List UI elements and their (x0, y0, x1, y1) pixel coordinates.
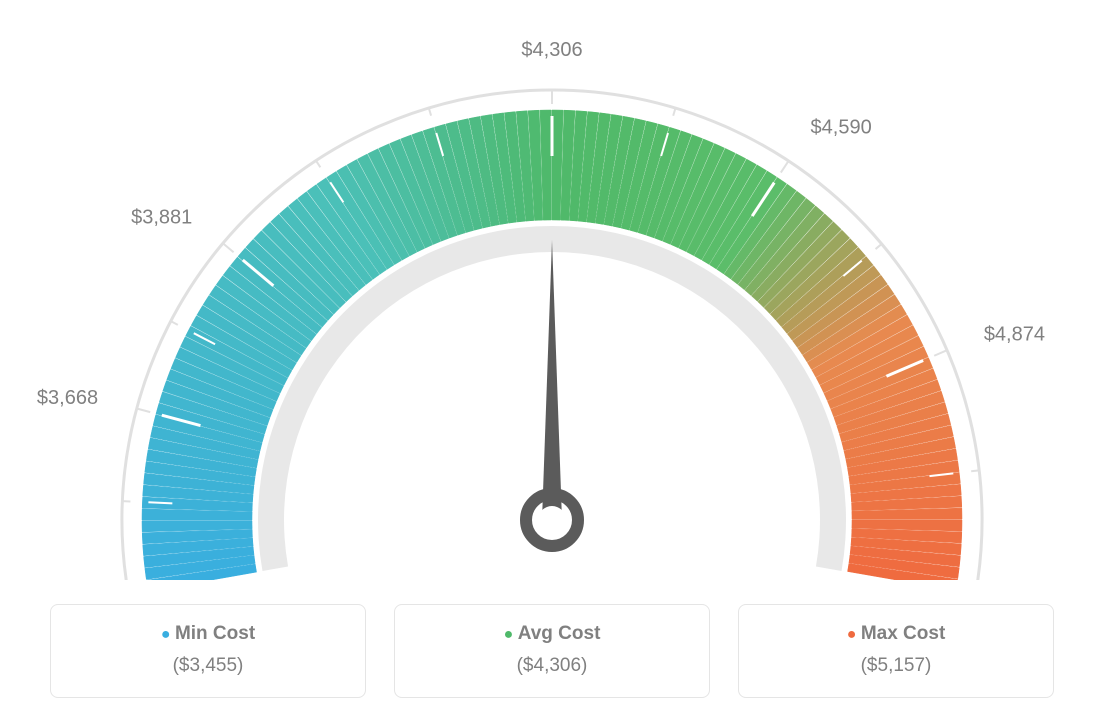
legend-title-min: ● Min Cost (61, 623, 355, 645)
legend-card-min: ● Min Cost ($3,455) (50, 604, 366, 698)
legend-value-avg: ($4,306) (405, 655, 699, 677)
tick-outer-minor (673, 108, 675, 116)
tick-outer (934, 350, 947, 356)
gauge-svg: $3,455$3,668$3,881$4,306$4,590$4,874$5,1… (22, 20, 1082, 580)
legend-value-min: ($3,455) (61, 655, 355, 677)
tick-outer-minor (316, 161, 320, 168)
legend-card-avg: ● Avg Cost ($4,306) (394, 604, 710, 698)
tick-label: $3,668 (37, 387, 98, 409)
tick-label: $4,306 (521, 39, 582, 61)
legend-card-max: ● Max Cost ($5,157) (738, 604, 1054, 698)
tick-minor (148, 502, 172, 503)
needle-hub-inner (538, 506, 566, 534)
legend-dot-icon: ● (847, 626, 861, 643)
tick-outer (781, 161, 789, 173)
tick-outer-minor (971, 470, 979, 471)
needle (542, 240, 562, 520)
legend-title-max: ● Max Cost (749, 623, 1043, 645)
tick-outer-minor (876, 244, 882, 249)
legend-dot-icon: ● (504, 626, 518, 643)
legend-row: ● Min Cost ($3,455) ● Avg Cost ($4,306) … (20, 604, 1084, 698)
tick-label: $3,881 (131, 207, 192, 229)
legend-dot-icon: ● (161, 626, 175, 643)
legend-value-max: ($5,157) (749, 655, 1043, 677)
tick-label: $4,590 (811, 116, 872, 138)
tick-outer (137, 408, 151, 412)
legend-label-text: Min Cost (175, 623, 255, 644)
legend-label-text: Max Cost (861, 623, 945, 644)
tick-outer-minor (171, 321, 178, 325)
gauge-chart: $3,455$3,668$3,881$4,306$4,590$4,874$5,1… (20, 20, 1084, 580)
legend-title-avg: ● Avg Cost (405, 623, 699, 645)
legend-label-text: Avg Cost (518, 623, 601, 644)
tick-outer (223, 243, 234, 252)
tick-outer-minor (429, 108, 431, 116)
tick-label: $4,874 (984, 323, 1045, 345)
